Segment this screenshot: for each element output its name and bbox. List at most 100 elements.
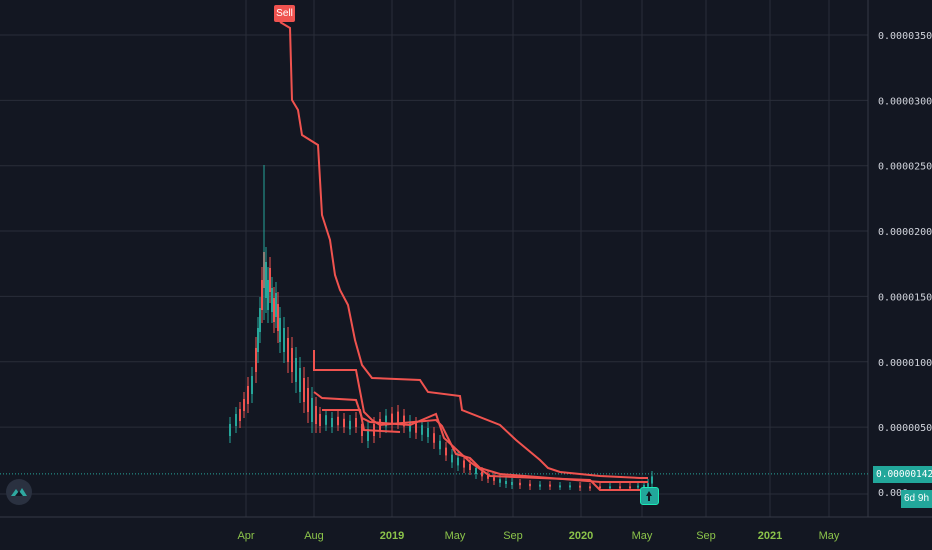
low-price-label: 0.000 [878, 488, 909, 499]
candle-body [493, 477, 495, 481]
candle-body [307, 388, 309, 412]
time-axis-label: May [819, 530, 840, 542]
time-axis-label: 2021 [758, 530, 782, 542]
candle-body [609, 486, 611, 489]
candle-body [651, 476, 653, 484]
candle-body [539, 484, 541, 487]
indicator-line-3 [313, 391, 640, 491]
candle-body [279, 318, 281, 342]
candle-body [475, 468, 477, 474]
candle-body [487, 475, 489, 479]
tradingview-logo-icon[interactable] [6, 479, 32, 505]
candle-body [325, 415, 327, 425]
candle-body [303, 378, 305, 402]
indicator-line-4 [322, 409, 401, 433]
candle-body [559, 485, 561, 488]
candle-body [637, 485, 639, 488]
candle-body [251, 376, 253, 394]
candle-body [311, 398, 313, 422]
time-axis-label: Aug [304, 530, 324, 542]
candle-body [599, 486, 601, 489]
time-axis-label: 2020 [569, 530, 593, 542]
candle-body [229, 424, 231, 436]
candle-body [299, 368, 301, 392]
candle-body [481, 471, 483, 477]
candle-body [337, 416, 339, 426]
indicator-line-1 [279, 21, 648, 479]
time-axis-label: May [632, 530, 653, 542]
candle-body [445, 447, 447, 456]
candle-body [261, 280, 263, 310]
time-axis-label: May [445, 530, 466, 542]
candle-body [273, 298, 275, 322]
candle-body [579, 485, 581, 488]
candle-body [319, 414, 321, 426]
candle-body [355, 418, 357, 427]
candle-body [427, 428, 429, 437]
candle-body [511, 482, 513, 485]
candle-body [499, 479, 501, 483]
candle-body [247, 386, 249, 404]
candle-body [267, 280, 269, 310]
candle-body [235, 414, 237, 426]
candle-body [283, 328, 285, 352]
candle-body [415, 423, 417, 433]
candle-body [421, 425, 423, 435]
bar-countdown-label: 6d 9h [901, 490, 932, 508]
candle-body [343, 418, 345, 428]
candle-body [569, 485, 571, 488]
sell-signal-label: Sell [274, 5, 295, 22]
time-axis-label: Apr [237, 530, 254, 542]
candle-body [529, 483, 531, 487]
candle-body [463, 460, 465, 468]
candle-body [619, 486, 621, 489]
candle-body [315, 406, 317, 424]
candle-body [469, 464, 471, 470]
candle-body [243, 399, 245, 411]
price-axis-label: 0.00000500 [878, 423, 932, 434]
time-axis-label: Sep [696, 530, 716, 542]
candle-body [275, 293, 277, 317]
time-axis[interactable]: Apr Aug 2019 May Sep 2020 May Sep 2021 May [237, 530, 839, 542]
candle-body [367, 429, 369, 441]
candle-body [259, 308, 261, 332]
candle-body [287, 338, 289, 362]
grid [0, 0, 932, 518]
candle-body [271, 288, 273, 312]
candle-body [277, 304, 279, 331]
candle-body [391, 413, 393, 425]
candle-body [291, 348, 293, 372]
candle-body [397, 411, 399, 423]
candle-body [239, 409, 241, 421]
candle-body [629, 486, 631, 489]
candle-body [439, 440, 441, 450]
candle-body [295, 358, 297, 382]
candle-body [519, 482, 521, 486]
candle-body [349, 420, 351, 430]
candles [229, 165, 653, 492]
current-price-label: 0.00000142 [873, 466, 932, 483]
time-axis-label: Sep [503, 530, 523, 542]
candle-body [257, 328, 259, 352]
candle-body [505, 481, 507, 484]
candle-body [265, 262, 267, 298]
indicator-lines [279, 21, 648, 491]
candle-body [269, 268, 271, 292]
candle-body [385, 415, 387, 427]
candle-body [255, 348, 257, 372]
candle-body [549, 484, 551, 487]
candle-body [409, 421, 411, 432]
candle-body [433, 433, 435, 443]
indicator-line-2 [313, 350, 648, 483]
candle-body [643, 485, 645, 488]
candle-body [451, 454, 453, 463]
